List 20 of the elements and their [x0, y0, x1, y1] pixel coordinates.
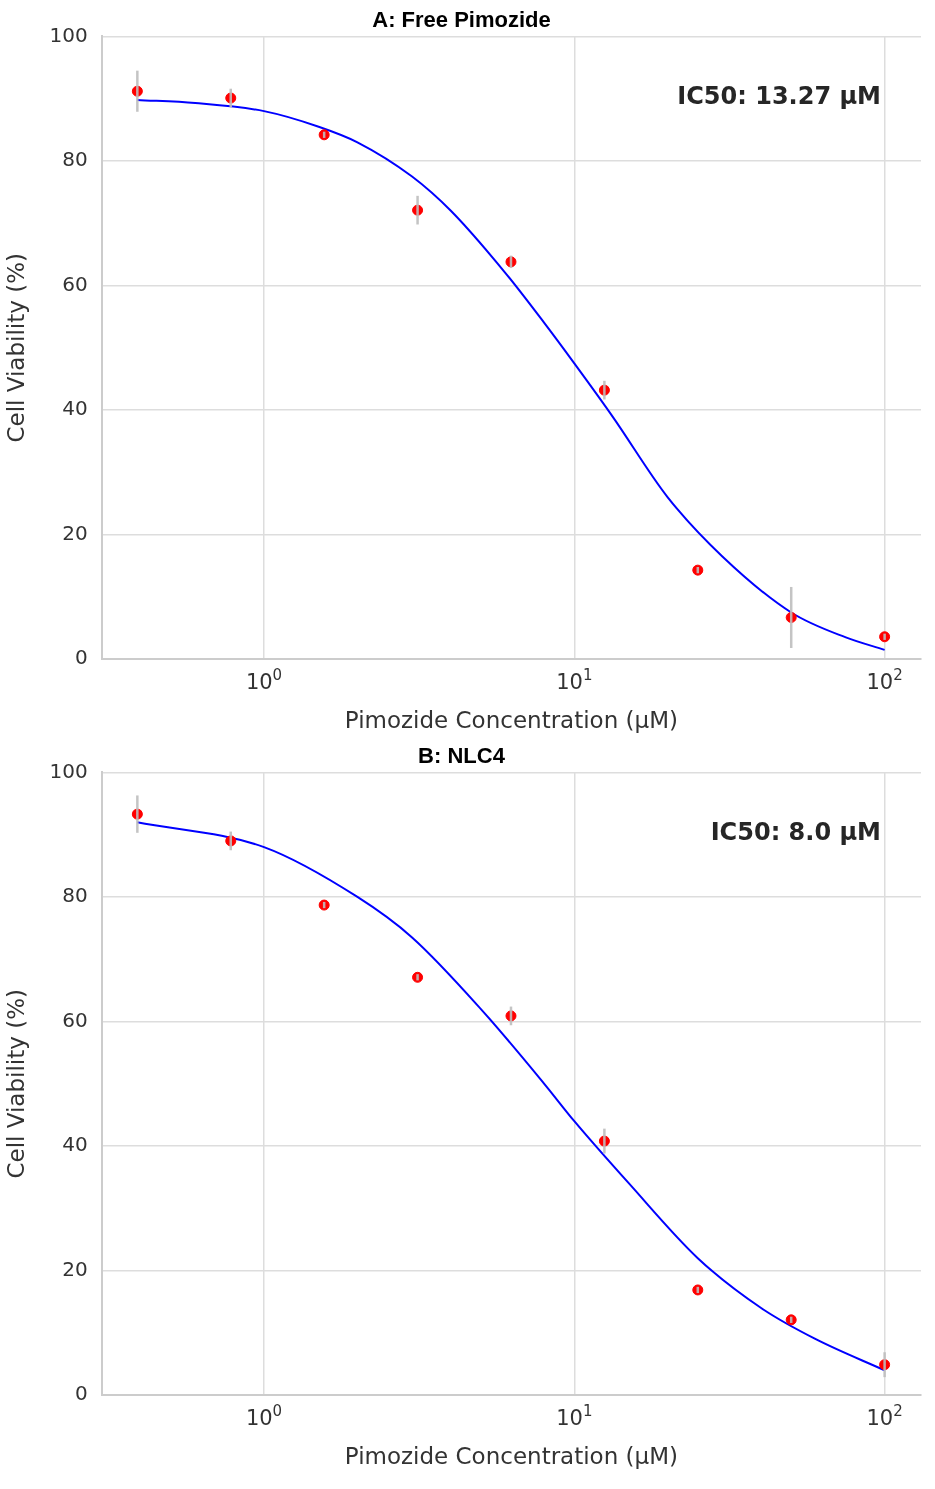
- y-tick-label: 80: [62, 147, 88, 172]
- y-tick-label: 60: [62, 1007, 88, 1032]
- chart-title: B: NLC4: [418, 743, 506, 769]
- y-tick-label: 80: [62, 883, 88, 908]
- y-axis-title: Cell Viability (%): [2, 989, 29, 1179]
- x-axis-title: Pimozide Concentration (µM): [344, 707, 678, 734]
- y-tick-label: 20: [62, 520, 88, 545]
- y-axis-title: Cell Viability (%): [2, 253, 29, 443]
- y-tick-label: 20: [62, 1256, 88, 1281]
- annotation: IC50: 8.0 µM: [710, 818, 881, 847]
- y-tick-label: 0: [75, 645, 88, 670]
- y-tick-label: 100: [49, 22, 88, 47]
- annotation: IC50: 13.27 µM: [677, 82, 881, 111]
- chart-title: A: Free Pimozide: [372, 7, 551, 33]
- y-tick-label: 0: [75, 1381, 88, 1406]
- y-tick-label: 40: [62, 1132, 88, 1157]
- y-tick-label: 100: [49, 758, 88, 783]
- y-tick-label: 60: [62, 271, 88, 296]
- y-tick-label: 40: [62, 396, 88, 421]
- x-axis-title: Pimozide Concentration (µM): [344, 1443, 678, 1470]
